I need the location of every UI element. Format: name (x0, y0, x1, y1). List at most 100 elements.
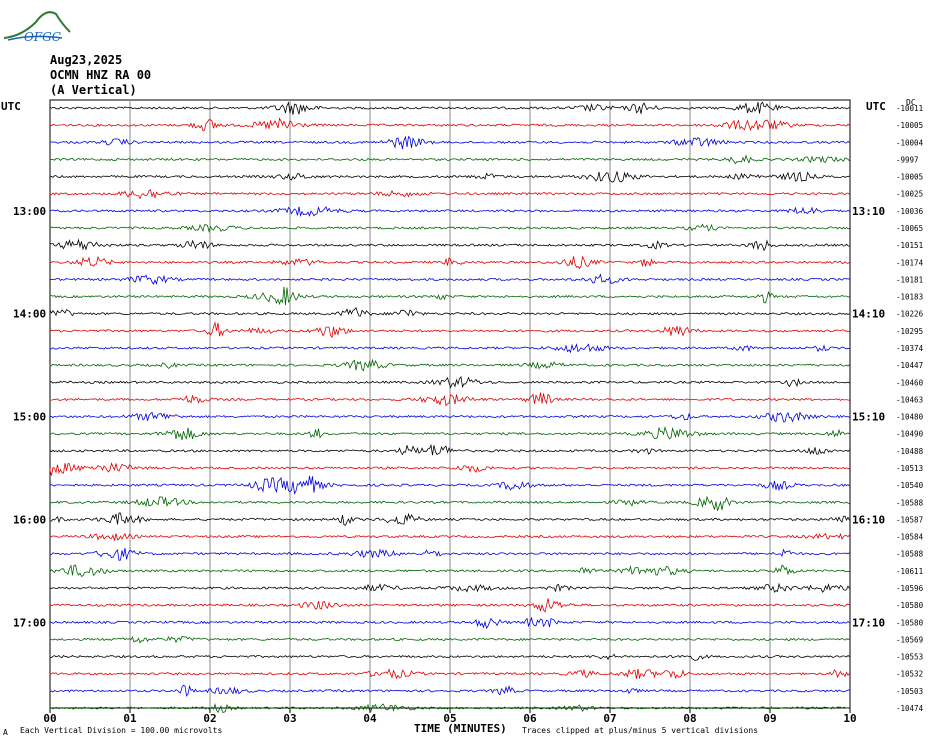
seismic-trace (49, 616, 850, 630)
seismic-trace (49, 343, 850, 354)
utc-right-label: UTC (866, 100, 886, 113)
seismic-trace (49, 548, 850, 561)
dc-offset-label: -10480 (896, 413, 924, 422)
seismic-trace (49, 223, 850, 233)
seismic-trace (49, 154, 850, 165)
seismic-trace (49, 205, 850, 218)
component-label: (A Vertical) (50, 83, 137, 97)
dc-offset-label: -10174 (896, 258, 924, 267)
seismic-trace (49, 512, 850, 526)
dc-offset-label: -10596 (896, 584, 924, 593)
seismic-trace (49, 495, 850, 511)
dc-offset-label: -10588 (896, 550, 924, 559)
seismic-trace (49, 684, 850, 697)
dc-offset-label: -9997 (896, 155, 919, 164)
dc-offset-label: -10580 (896, 601, 924, 610)
x-tick-label: 09 (763, 712, 776, 725)
x-tick-label: 02 (203, 712, 216, 725)
dc-offset-label: -10295 (896, 327, 923, 336)
dc-offset-label: -10226 (896, 310, 924, 319)
seismic-trace (49, 273, 850, 285)
x-tick-label: 08 (683, 712, 696, 725)
seismic-trace (49, 255, 850, 270)
seismic-trace (49, 635, 850, 644)
right-hour-label: 17:10 (852, 616, 885, 629)
x-tick-label: 10 (843, 712, 856, 725)
right-hour-label: 15:10 (852, 411, 885, 424)
x-tick-label: 03 (283, 712, 296, 725)
scale-note: Each Vertical Division = 100.00 microvol… (20, 726, 223, 735)
station-channel: OCMN HNZ RA 00 (50, 68, 152, 82)
dc-offset-label: -10540 (896, 481, 924, 490)
dc-offset-label: -10584 (896, 533, 924, 542)
seismic-trace (49, 375, 850, 389)
seismic-trace (49, 358, 850, 372)
seismic-trace (49, 171, 850, 183)
left-hour-label: 17:00 (13, 616, 46, 629)
dc-offset-label: -10036 (896, 207, 924, 216)
seismic-trace (49, 653, 850, 661)
right-hour-label: 14:10 (852, 308, 885, 321)
dc-offset-label: -10474 (896, 704, 924, 713)
dc-offset-label: -10005 (896, 121, 923, 130)
seismic-trace (49, 101, 850, 115)
dc-offset-label: -10183 (896, 293, 923, 302)
seismic-trace (49, 582, 850, 593)
x-tick-label: 00 (43, 712, 56, 725)
dc-offset-label: -10503 (896, 687, 923, 696)
x-tick-label: 07 (603, 712, 616, 725)
dc-offset-label: -10151 (896, 241, 923, 250)
utc-left-label: UTC (1, 100, 21, 113)
seismic-trace (49, 475, 850, 495)
dc-offset-label: -10463 (896, 395, 923, 404)
dc-offset-label: -10025 (896, 190, 923, 199)
dc-offset-label: -10490 (896, 430, 924, 439)
seismic-trace (49, 564, 850, 577)
clip-note: Traces clipped at plus/minus 5 vertical … (522, 726, 759, 735)
left-hour-label: 14:00 (13, 308, 46, 321)
seismic-trace (49, 702, 850, 714)
seismic-trace (49, 443, 850, 456)
dc-offset-label: -10569 (896, 635, 923, 644)
dc-offset-label: -10611 (896, 567, 923, 576)
dc-offset-label: -10181 (896, 275, 923, 284)
dc-offset-label: -10587 (896, 515, 923, 524)
left-hour-label: 13:00 (13, 205, 46, 218)
seismic-trace (49, 411, 850, 423)
dc-offset-label: -10447 (896, 361, 923, 370)
ofgc-volcano-logo: OFGC (3, 11, 71, 44)
x-tick-label: 01 (123, 712, 137, 725)
seismic-trace (49, 462, 850, 476)
seismic-trace (49, 307, 850, 317)
seismic-trace (49, 668, 850, 680)
dc-offset-label: -10374 (896, 344, 924, 353)
right-hour-label: 16:10 (852, 513, 885, 526)
left-hour-label: 16:00 (13, 513, 46, 526)
dc-offset-label: -10580 (896, 618, 924, 627)
seismic-trace (49, 286, 850, 306)
x-tick-label: 06 (523, 712, 537, 725)
dc-offset-label: -10513 (896, 464, 923, 473)
dc-offset-label: -10004 (896, 138, 924, 147)
right-hour-label: 13:10 (852, 205, 885, 218)
seismic-trace (49, 238, 850, 252)
dc-offset-label: -10553 (896, 653, 923, 662)
corner-mark: A (3, 728, 8, 737)
x-tick-label: 05 (443, 712, 456, 725)
dc-offset-label: -10488 (896, 447, 924, 456)
dc-label: DC (906, 98, 916, 107)
seismic-trace (49, 189, 850, 200)
left-hour-label: 15:00 (13, 411, 46, 424)
logo-text: OFGC (24, 30, 61, 44)
x-tick-label: 04 (363, 712, 377, 725)
seismic-trace (49, 426, 850, 440)
dc-offset-label: -10460 (896, 378, 924, 387)
dc-offset-label: -10005 (896, 173, 923, 182)
dc-offset-label: -10011 (896, 104, 923, 113)
x-axis-title: TIME (MINUTES) (414, 722, 507, 735)
seismic-trace (49, 321, 850, 339)
seismic-trace (49, 117, 850, 132)
seismic-trace (49, 532, 850, 541)
record-date: Aug23,2025 (50, 53, 123, 67)
